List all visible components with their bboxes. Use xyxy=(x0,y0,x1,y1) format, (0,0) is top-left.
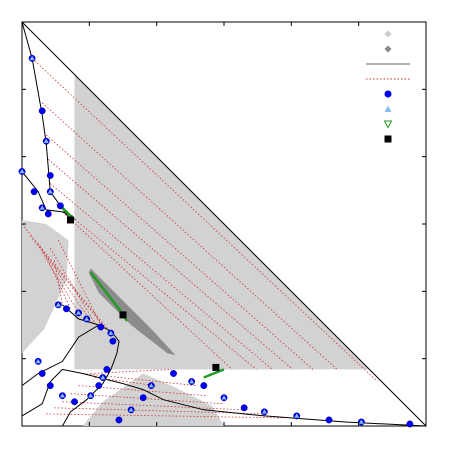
tie-line-9 xyxy=(29,235,104,326)
alt-point-33 xyxy=(148,383,154,388)
data-point-30 xyxy=(200,382,208,390)
alt-point-3 xyxy=(43,138,49,143)
alt-point-17 xyxy=(55,302,61,307)
tie-line-4 xyxy=(47,159,293,370)
critical-point-2 xyxy=(119,311,127,319)
alt-point-31 xyxy=(189,379,195,384)
data-point-12 xyxy=(97,323,105,331)
three-phase-region xyxy=(88,268,176,356)
data-point-10 xyxy=(44,210,52,218)
alt-point-27 xyxy=(261,409,267,414)
alt-point-7 xyxy=(19,168,25,174)
two-phase-region-2 xyxy=(22,220,69,354)
legend-marker-1 xyxy=(384,30,392,38)
tie-line-10 xyxy=(37,243,92,322)
data-point-26 xyxy=(71,398,78,406)
data-point-22 xyxy=(38,370,46,377)
binodal-left-lower xyxy=(21,171,73,217)
tie-line-22 xyxy=(90,369,172,374)
alt-point-15 xyxy=(76,310,82,315)
binodal-left xyxy=(21,21,71,221)
legend-marker-8 xyxy=(384,135,392,143)
data-point-32 xyxy=(170,370,177,377)
data-point-8 xyxy=(30,188,38,196)
alt-point-35 xyxy=(128,407,134,412)
tie-line-12 xyxy=(45,256,71,310)
data-point-34 xyxy=(139,394,147,402)
data-point-24 xyxy=(46,382,54,390)
data-point-6 xyxy=(56,202,64,210)
tie-line-21 xyxy=(46,413,285,419)
data-point-36 xyxy=(115,416,123,424)
tie-line-5 xyxy=(50,183,273,370)
tie-line-11 xyxy=(41,252,79,314)
data-point-14 xyxy=(109,337,117,345)
binodal-mid-lower xyxy=(21,324,100,387)
legend-marker-7 xyxy=(383,120,393,129)
alt-point-29 xyxy=(221,395,227,400)
tie-line-14 xyxy=(49,248,96,324)
legend-marker-6 xyxy=(384,105,392,112)
critical-point-1 xyxy=(66,216,74,224)
data-point-38 xyxy=(325,416,333,424)
alt-point-39 xyxy=(358,419,364,424)
binodal-mid xyxy=(61,304,120,427)
tie-line-8 xyxy=(21,223,112,334)
data-point-16 xyxy=(62,305,70,313)
alt-point-1 xyxy=(29,55,35,61)
alt-point-23 xyxy=(35,358,41,364)
data-point-28 xyxy=(240,404,248,412)
alt-point-37 xyxy=(294,413,300,418)
legend-marker-5 xyxy=(384,90,392,98)
alt-point-5 xyxy=(47,189,53,194)
alt-point-19 xyxy=(100,375,106,380)
data-point-4 xyxy=(46,172,54,179)
alt-point-21 xyxy=(88,393,94,398)
data-point-40 xyxy=(406,420,414,428)
triangle-hypotenuse xyxy=(21,21,427,427)
tie-line-13 xyxy=(53,260,63,305)
data-point-18 xyxy=(103,365,111,373)
legend-marker-2 xyxy=(384,45,392,53)
tie-line-15 xyxy=(58,239,104,330)
critical-curve-3 xyxy=(203,368,225,379)
tie-line-19 xyxy=(62,401,245,411)
legend xyxy=(366,30,410,143)
alt-point-11 xyxy=(84,316,90,321)
data-point-20 xyxy=(95,382,103,390)
alt-point-13 xyxy=(108,330,114,335)
data-point-2 xyxy=(38,107,46,115)
alt-point-25 xyxy=(59,393,65,398)
critical-point-3 xyxy=(212,363,220,371)
tie-line-18 xyxy=(70,393,225,405)
two-phase-region-3 xyxy=(82,373,224,426)
tie-line-6 xyxy=(56,203,257,370)
plot-area xyxy=(18,21,427,428)
tie-line-7 xyxy=(62,211,233,370)
alt-point-9 xyxy=(39,205,45,210)
